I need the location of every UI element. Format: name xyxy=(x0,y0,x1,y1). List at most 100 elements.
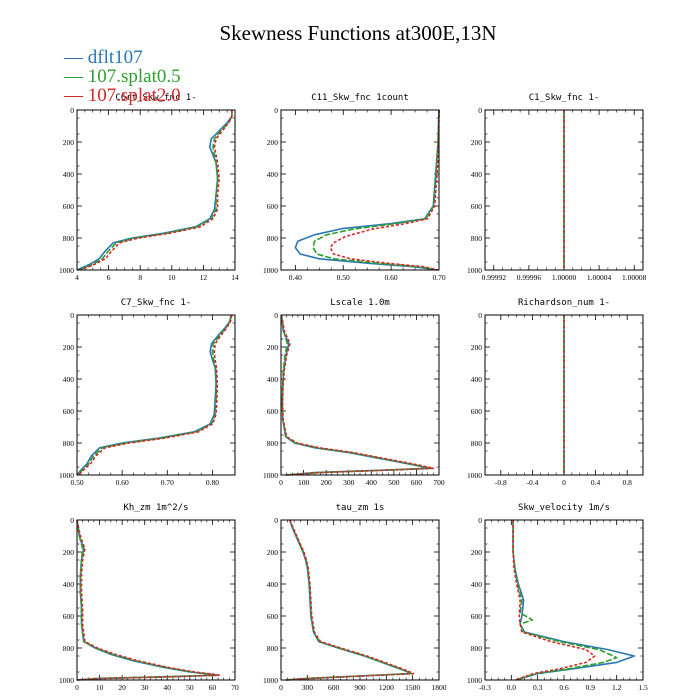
y-tick-label: 0 xyxy=(70,311,74,320)
y-tick-label: 0 xyxy=(70,106,74,115)
y-tick-label: 0 xyxy=(478,516,482,525)
panel-frame xyxy=(280,519,440,681)
x-tick-label: 0.60 xyxy=(116,478,129,487)
x-tick-label: 0 xyxy=(279,683,283,692)
x-tick-label: 1.00000 xyxy=(552,273,577,282)
series-line-107.splat2.0 xyxy=(329,109,440,271)
chart-panel-5: Richardson_num 1- 0 200 400 600 800 1000 -0.8 -0… xyxy=(467,298,644,487)
chart-panel-8: Skw_velocity 1m/s 0 200 400 600 800 1000-0.3 0.… xyxy=(467,503,648,692)
chart-panel-1: C11_Skw_fnc 1count 0 200 400 600 800 1000 0.40 0… xyxy=(263,93,446,282)
panel-title: Kh_zm 1m^2/s xyxy=(123,503,188,513)
panel-title: C1_Skw_fnc 1- xyxy=(529,93,599,103)
panel-frame xyxy=(484,519,644,681)
series-line-107.splat2.0 xyxy=(512,520,596,681)
x-tick-label: 0.9 xyxy=(586,683,596,692)
x-tick-label: -0.4 xyxy=(526,478,538,487)
y-tick-label: 400 xyxy=(267,375,279,384)
x-tick-label: 30 xyxy=(141,683,149,692)
x-tick-label: 0.50 xyxy=(70,478,83,487)
y-tick-label: 600 xyxy=(63,407,75,416)
y-tick-label: 800 xyxy=(63,439,75,448)
x-tick-label: 0 xyxy=(562,478,566,487)
x-tick-label: 0.80 xyxy=(206,478,219,487)
y-tick-label: 800 xyxy=(267,234,279,243)
y-tick-label: 600 xyxy=(471,202,483,211)
legend-marker: — xyxy=(63,47,84,68)
y-tick-label: 800 xyxy=(267,644,279,653)
x-tick-label: 0.4 xyxy=(591,478,601,487)
y-tick-label: 400 xyxy=(267,580,279,589)
x-tick-label: 0.6 xyxy=(559,683,569,692)
legend-label: 107.splat0.5 xyxy=(88,66,181,87)
x-tick-label: 1.00004 xyxy=(587,273,612,282)
x-tick-label: 20 xyxy=(118,683,126,692)
x-tick-label: 1.5 xyxy=(638,683,648,692)
panel-frame xyxy=(280,314,440,476)
series-line-dflt107 xyxy=(76,314,233,476)
y-tick-label: 400 xyxy=(267,170,279,179)
x-tick-label: 200 xyxy=(321,478,333,487)
y-tick-label: 600 xyxy=(267,612,279,621)
x-tick-label: 0.3 xyxy=(533,683,543,692)
y-tick-label: 400 xyxy=(471,170,483,179)
y-tick-label: 0 xyxy=(274,516,278,525)
panel-frame xyxy=(76,109,236,271)
y-tick-label: 200 xyxy=(471,138,483,147)
x-tick-label: 600 xyxy=(328,683,340,692)
panel-title: C7_Skw_fnc 1- xyxy=(121,298,191,308)
y-tick-label: 200 xyxy=(471,343,483,352)
x-tick-label: 0.60 xyxy=(385,273,398,282)
panel-frame xyxy=(76,519,236,681)
x-tick-label: 10 xyxy=(168,273,176,282)
y-tick-label: 200 xyxy=(63,343,75,352)
panel-title: tau_zm 1s xyxy=(336,503,385,513)
x-tick-label: 400 xyxy=(366,478,378,487)
y-tick-label: 0 xyxy=(274,311,278,320)
x-tick-label: 50 xyxy=(186,683,194,692)
x-tick-label: 0 xyxy=(279,478,283,487)
y-tick-label: 800 xyxy=(63,644,75,653)
x-tick-label: 0.70 xyxy=(161,478,174,487)
x-tick-label: 14 xyxy=(231,273,239,282)
legend-marker: — xyxy=(63,85,84,106)
y-tick-label: 800 xyxy=(471,439,483,448)
y-tick-label: 0 xyxy=(70,516,74,525)
series-line-107.splat0.5 xyxy=(312,109,440,271)
y-tick-label: 600 xyxy=(63,612,75,621)
x-tick-label: 0.0 xyxy=(507,683,517,692)
y-tick-label: 1000 xyxy=(263,676,278,685)
series-line-107.splat2.0 xyxy=(79,110,233,271)
x-tick-label: 10 xyxy=(96,683,104,692)
y-tick-label: 800 xyxy=(471,644,483,653)
x-tick-label: 4 xyxy=(75,273,79,282)
x-tick-label: 0.99992 xyxy=(482,273,507,282)
series-line-107.splat0.5 xyxy=(78,110,233,271)
x-tick-label: 0.99996 xyxy=(517,273,542,282)
series-line-107.splat2.0 xyxy=(286,519,415,681)
y-tick-label: 400 xyxy=(63,170,75,179)
x-tick-label: 40 xyxy=(164,683,172,692)
panel-title: Lscale 1.0m xyxy=(330,298,390,308)
x-tick-label: 12 xyxy=(200,273,208,282)
figure-title: Skewness Functions at300E,13N xyxy=(219,21,496,45)
y-tick-label: 800 xyxy=(267,439,279,448)
x-tick-label: 0.40 xyxy=(289,273,302,282)
series-line-107.splat0.5 xyxy=(512,520,618,681)
y-tick-label: 400 xyxy=(471,580,483,589)
y-tick-label: 200 xyxy=(471,548,483,557)
x-tick-label: 8 xyxy=(138,273,142,282)
panel-frame xyxy=(484,314,644,476)
x-tick-label: 0.50 xyxy=(337,273,350,282)
x-tick-label: -0.8 xyxy=(495,478,507,487)
x-tick-label: 700 xyxy=(433,478,445,487)
y-tick-label: 0 xyxy=(478,311,482,320)
panel-title: C11_Skw_fnc 1count xyxy=(311,93,409,103)
x-tick-label: 300 xyxy=(302,683,314,692)
